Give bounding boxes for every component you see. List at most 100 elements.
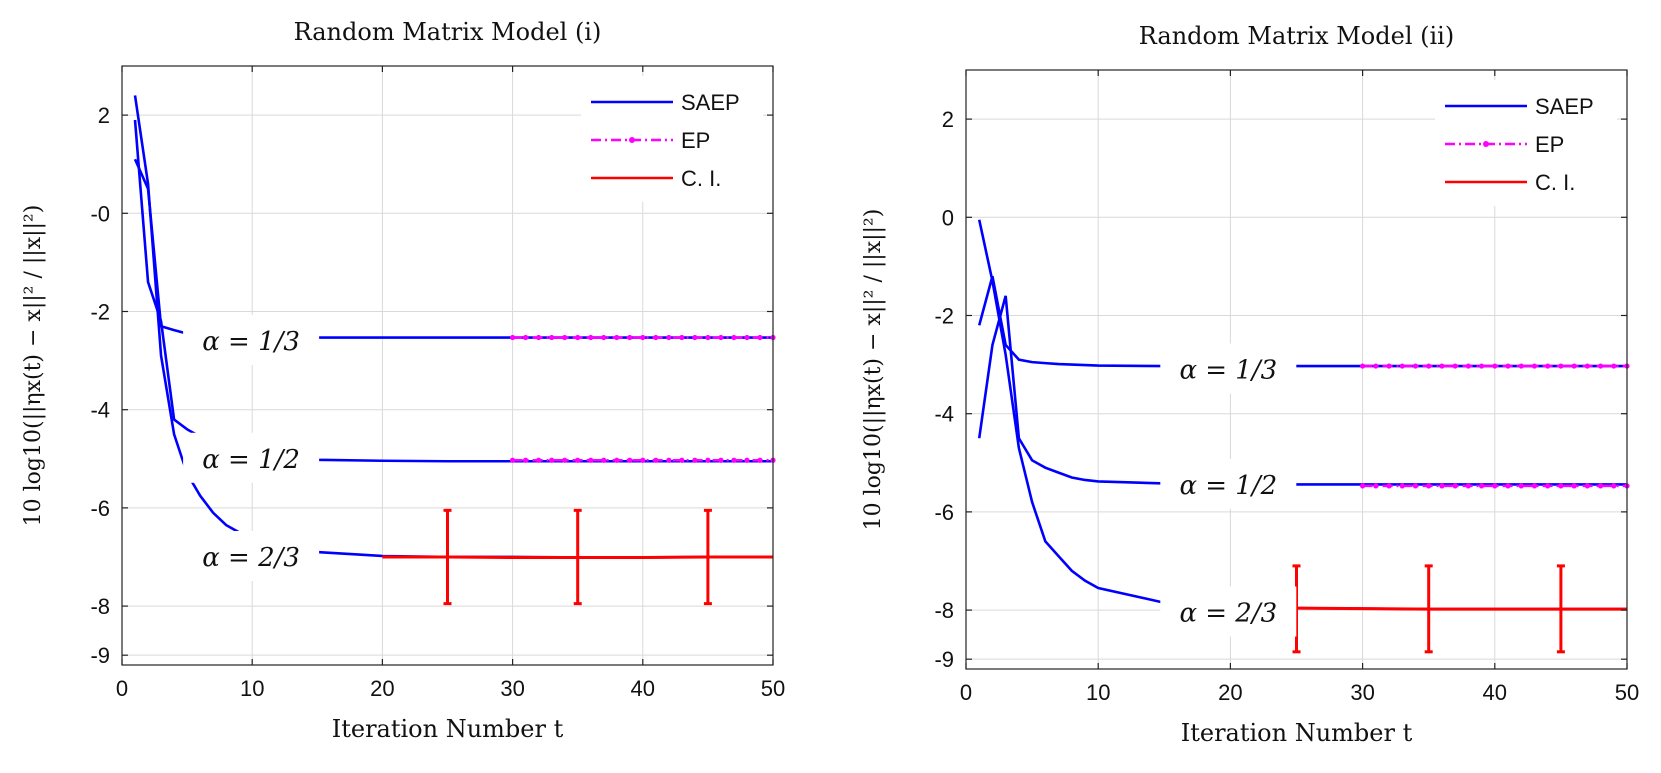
ep-point-marker	[1597, 483, 1604, 489]
ep-point-marker	[614, 457, 620, 463]
x-tick-label: 40	[631, 676, 655, 701]
x-axis-label: Iteration Number t	[332, 715, 564, 743]
alpha-label-box	[183, 432, 320, 483]
ep-point-marker	[679, 334, 685, 341]
y-tick-label: -4	[934, 402, 954, 427]
ep-point-marker	[1611, 483, 1617, 489]
error-bar	[1292, 564, 1301, 654]
ep-point-marker	[666, 457, 672, 463]
x-tick-label: 20	[370, 676, 394, 701]
alpha-label: α = 1/3	[202, 327, 300, 357]
ep-point-marker	[1597, 363, 1604, 369]
ep-point-marker	[1505, 483, 1511, 489]
ep-point-marker	[1545, 483, 1551, 489]
chart-title: Random Matrix Model (i)	[294, 18, 602, 46]
ep-point-marker	[1373, 363, 1379, 369]
ep-point-marker	[731, 457, 737, 463]
alpha-label-box	[1160, 343, 1297, 394]
error-bar	[1556, 564, 1565, 654]
ep-point-marker	[1558, 363, 1564, 369]
x-tick-label: 10	[1086, 680, 1110, 705]
ep-point-marker	[601, 334, 607, 341]
error-bar	[1424, 564, 1433, 654]
y-tick-label: -6	[90, 496, 110, 521]
ep-point-marker	[1584, 483, 1590, 489]
x-tick-label: 30	[1350, 680, 1374, 705]
ep-point-marker	[1478, 483, 1485, 489]
ep-point-marker	[744, 457, 750, 463]
ep-point-marker	[692, 334, 698, 341]
ep-point-marker	[640, 457, 646, 463]
ep-point-marker	[653, 334, 659, 341]
ep-point-marker	[1545, 363, 1551, 369]
ep-point-marker	[705, 334, 711, 341]
x-tick-label: 0	[960, 680, 972, 705]
ep-point-marker	[1518, 363, 1524, 369]
x-tick-label: 10	[240, 676, 264, 701]
ep-point-marker	[1412, 363, 1419, 369]
ep-point-marker	[653, 457, 659, 463]
legend: SAEP EP C. I.	[581, 76, 763, 202]
y-axis-label: 10 log10(||ηx(t) − x||² / ||x||²)	[861, 209, 886, 531]
ep-point-marker	[1439, 483, 1445, 489]
ep-point-marker	[575, 457, 581, 463]
chart-panel-model-ii: α = 1/3α = 1/2α = 2/30 10 20 30 40 5020-2-4-6…	[861, 22, 1639, 747]
ep-point-marker	[692, 457, 698, 463]
y-tick-label: -4	[90, 398, 110, 423]
ep-point-marker	[523, 457, 529, 463]
ep-point-marker	[1399, 363, 1405, 369]
ep-point-marker	[1478, 363, 1485, 369]
ep-point-marker	[640, 334, 646, 341]
ep-point-marker	[588, 334, 594, 341]
y-tick-label: 2	[98, 103, 110, 128]
x-tick-label: 50	[761, 676, 785, 701]
ep-point-marker	[536, 334, 542, 341]
ep-point-marker	[509, 457, 516, 463]
y-tick-label: 2	[942, 107, 954, 132]
ep-point-marker	[509, 334, 516, 341]
x-tick-label: 40	[1483, 680, 1507, 705]
y-tick-label: -2	[90, 299, 110, 324]
legend-label: EP	[681, 128, 710, 153]
ep-point-marker	[523, 334, 529, 341]
ep-point-marker	[1439, 363, 1445, 369]
ep-point-marker	[1426, 363, 1432, 369]
y-tick-label: 0	[942, 205, 954, 230]
ep-point-marker	[1386, 483, 1392, 489]
ep-point-marker	[549, 457, 555, 463]
alpha-label-box	[183, 314, 320, 365]
legend-label: C. I.	[1535, 170, 1575, 195]
ep-point-marker	[744, 334, 750, 341]
ep-point-marker	[601, 457, 607, 463]
legend-label: SAEP	[681, 90, 740, 115]
y-tick-label: -2	[934, 303, 954, 328]
error-bar	[443, 508, 452, 606]
y-tick-label: -9	[90, 643, 110, 668]
ep-point-marker	[1426, 483, 1432, 489]
x-tick-label: 50	[1615, 680, 1639, 705]
ep-point-marker	[1584, 363, 1590, 369]
error-bar	[703, 508, 712, 606]
ep-point-marker	[575, 334, 581, 341]
ep-point-marker	[757, 457, 763, 463]
x-axis-label: Iteration Number t	[1181, 719, 1413, 747]
legend-marker-ep	[629, 137, 635, 143]
ep-point-marker	[666, 334, 672, 341]
alpha-label: α = 2/3	[202, 543, 300, 573]
ep-point-marker	[1505, 363, 1511, 369]
ep-point-marker	[627, 457, 633, 463]
ep-point-marker	[1558, 483, 1564, 489]
ep-point-marker	[1360, 483, 1366, 489]
ep-point-marker	[1571, 363, 1577, 369]
series-line-saep-0	[977, 275, 1627, 368]
ep-point-marker	[549, 334, 555, 341]
alpha-label-box	[1160, 586, 1297, 637]
ep-point-marker	[614, 334, 620, 341]
ep-point-marker	[731, 334, 737, 341]
y-tick-label: -6	[934, 500, 954, 525]
alpha-label: α = 2/3	[1179, 599, 1277, 629]
ep-point-marker	[1412, 483, 1419, 489]
legend-label: EP	[1535, 132, 1564, 157]
ep-point-marker	[1518, 483, 1524, 489]
